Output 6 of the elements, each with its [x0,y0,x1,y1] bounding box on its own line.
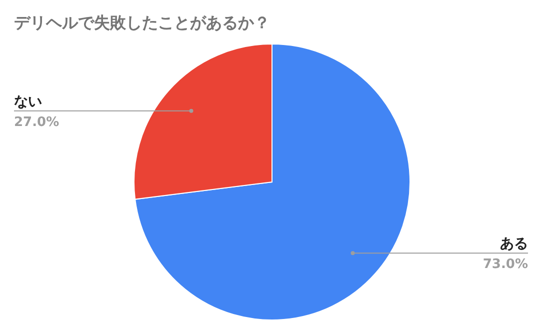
slice-label: ある [500,236,528,252]
pie-slice [134,44,410,320]
slice-label: ない [14,94,42,110]
data-label: 27.0% [14,114,60,130]
chart-title: デリヘルで失敗したことがあるか？ [14,13,270,32]
data-label: 73.0% [482,257,528,272]
